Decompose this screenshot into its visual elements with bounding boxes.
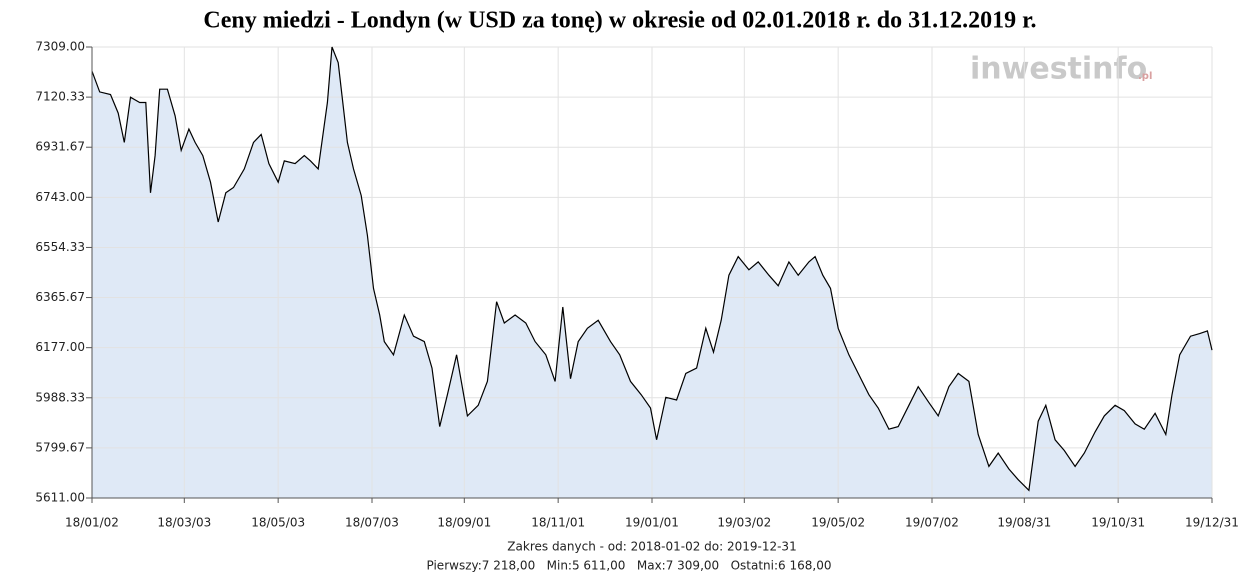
x-tick-label: 18/01/02: [65, 516, 119, 530]
y-tick-label: 5799.67: [35, 440, 85, 454]
x-tick-label: 18/09/01: [437, 516, 491, 530]
x-tick-label: 18/07/03: [345, 516, 399, 530]
y-tick-label: 6554.33: [35, 240, 85, 254]
x-tick-label: 19/01/01: [625, 516, 679, 530]
x-tick-label: 18/05/03: [251, 516, 305, 530]
watermark: inwestinfo: [970, 52, 1147, 87]
y-tick-label: 5988.33: [35, 390, 85, 404]
x-tick-label: 18/03/03: [157, 516, 211, 530]
footer-range: Zakres danych - od: 2018-01-02 do: 2019-…: [507, 540, 796, 554]
y-tick-label: 7309.00: [35, 40, 85, 54]
x-tick-label: 19/05/02: [811, 516, 865, 530]
x-tick-label: 19/08/31: [997, 516, 1051, 530]
y-tick-label: 6931.67: [35, 140, 85, 154]
watermark-suffix: .pl: [1138, 71, 1152, 82]
x-tick-label: 19/10/31: [1091, 516, 1145, 530]
x-tick-label: 19/07/02: [905, 516, 959, 530]
x-tick-label: 18/11/01: [531, 516, 585, 530]
y-tick-label: 7120.33: [35, 90, 85, 104]
footer-stats: Pierwszy:7 218,00 Min:5 611,00 Max:7 309…: [427, 559, 832, 573]
y-tick-label: 6365.67: [35, 290, 85, 304]
y-tick-label: 5611.00: [35, 491, 85, 505]
line: [91, 46, 1213, 492]
x-tick-label: 19/03/02: [717, 516, 771, 530]
y-tick-label: 6177.00: [35, 340, 85, 354]
x-tick-label: 19/12/31: [1185, 516, 1239, 530]
y-tick-label: 6743.00: [35, 190, 85, 204]
chart-title: Ceny miedzi - Londyn (w USD za tonę) w o…: [203, 8, 1036, 34]
